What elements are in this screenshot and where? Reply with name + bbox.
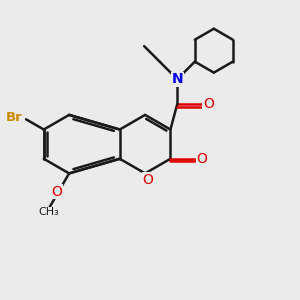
Text: O: O	[51, 184, 62, 199]
Text: CH₃: CH₃	[38, 208, 59, 218]
Text: O: O	[203, 97, 214, 111]
Text: O: O	[196, 152, 207, 166]
Text: O: O	[142, 173, 154, 187]
Text: Br: Br	[6, 111, 22, 124]
Text: N: N	[171, 72, 183, 86]
